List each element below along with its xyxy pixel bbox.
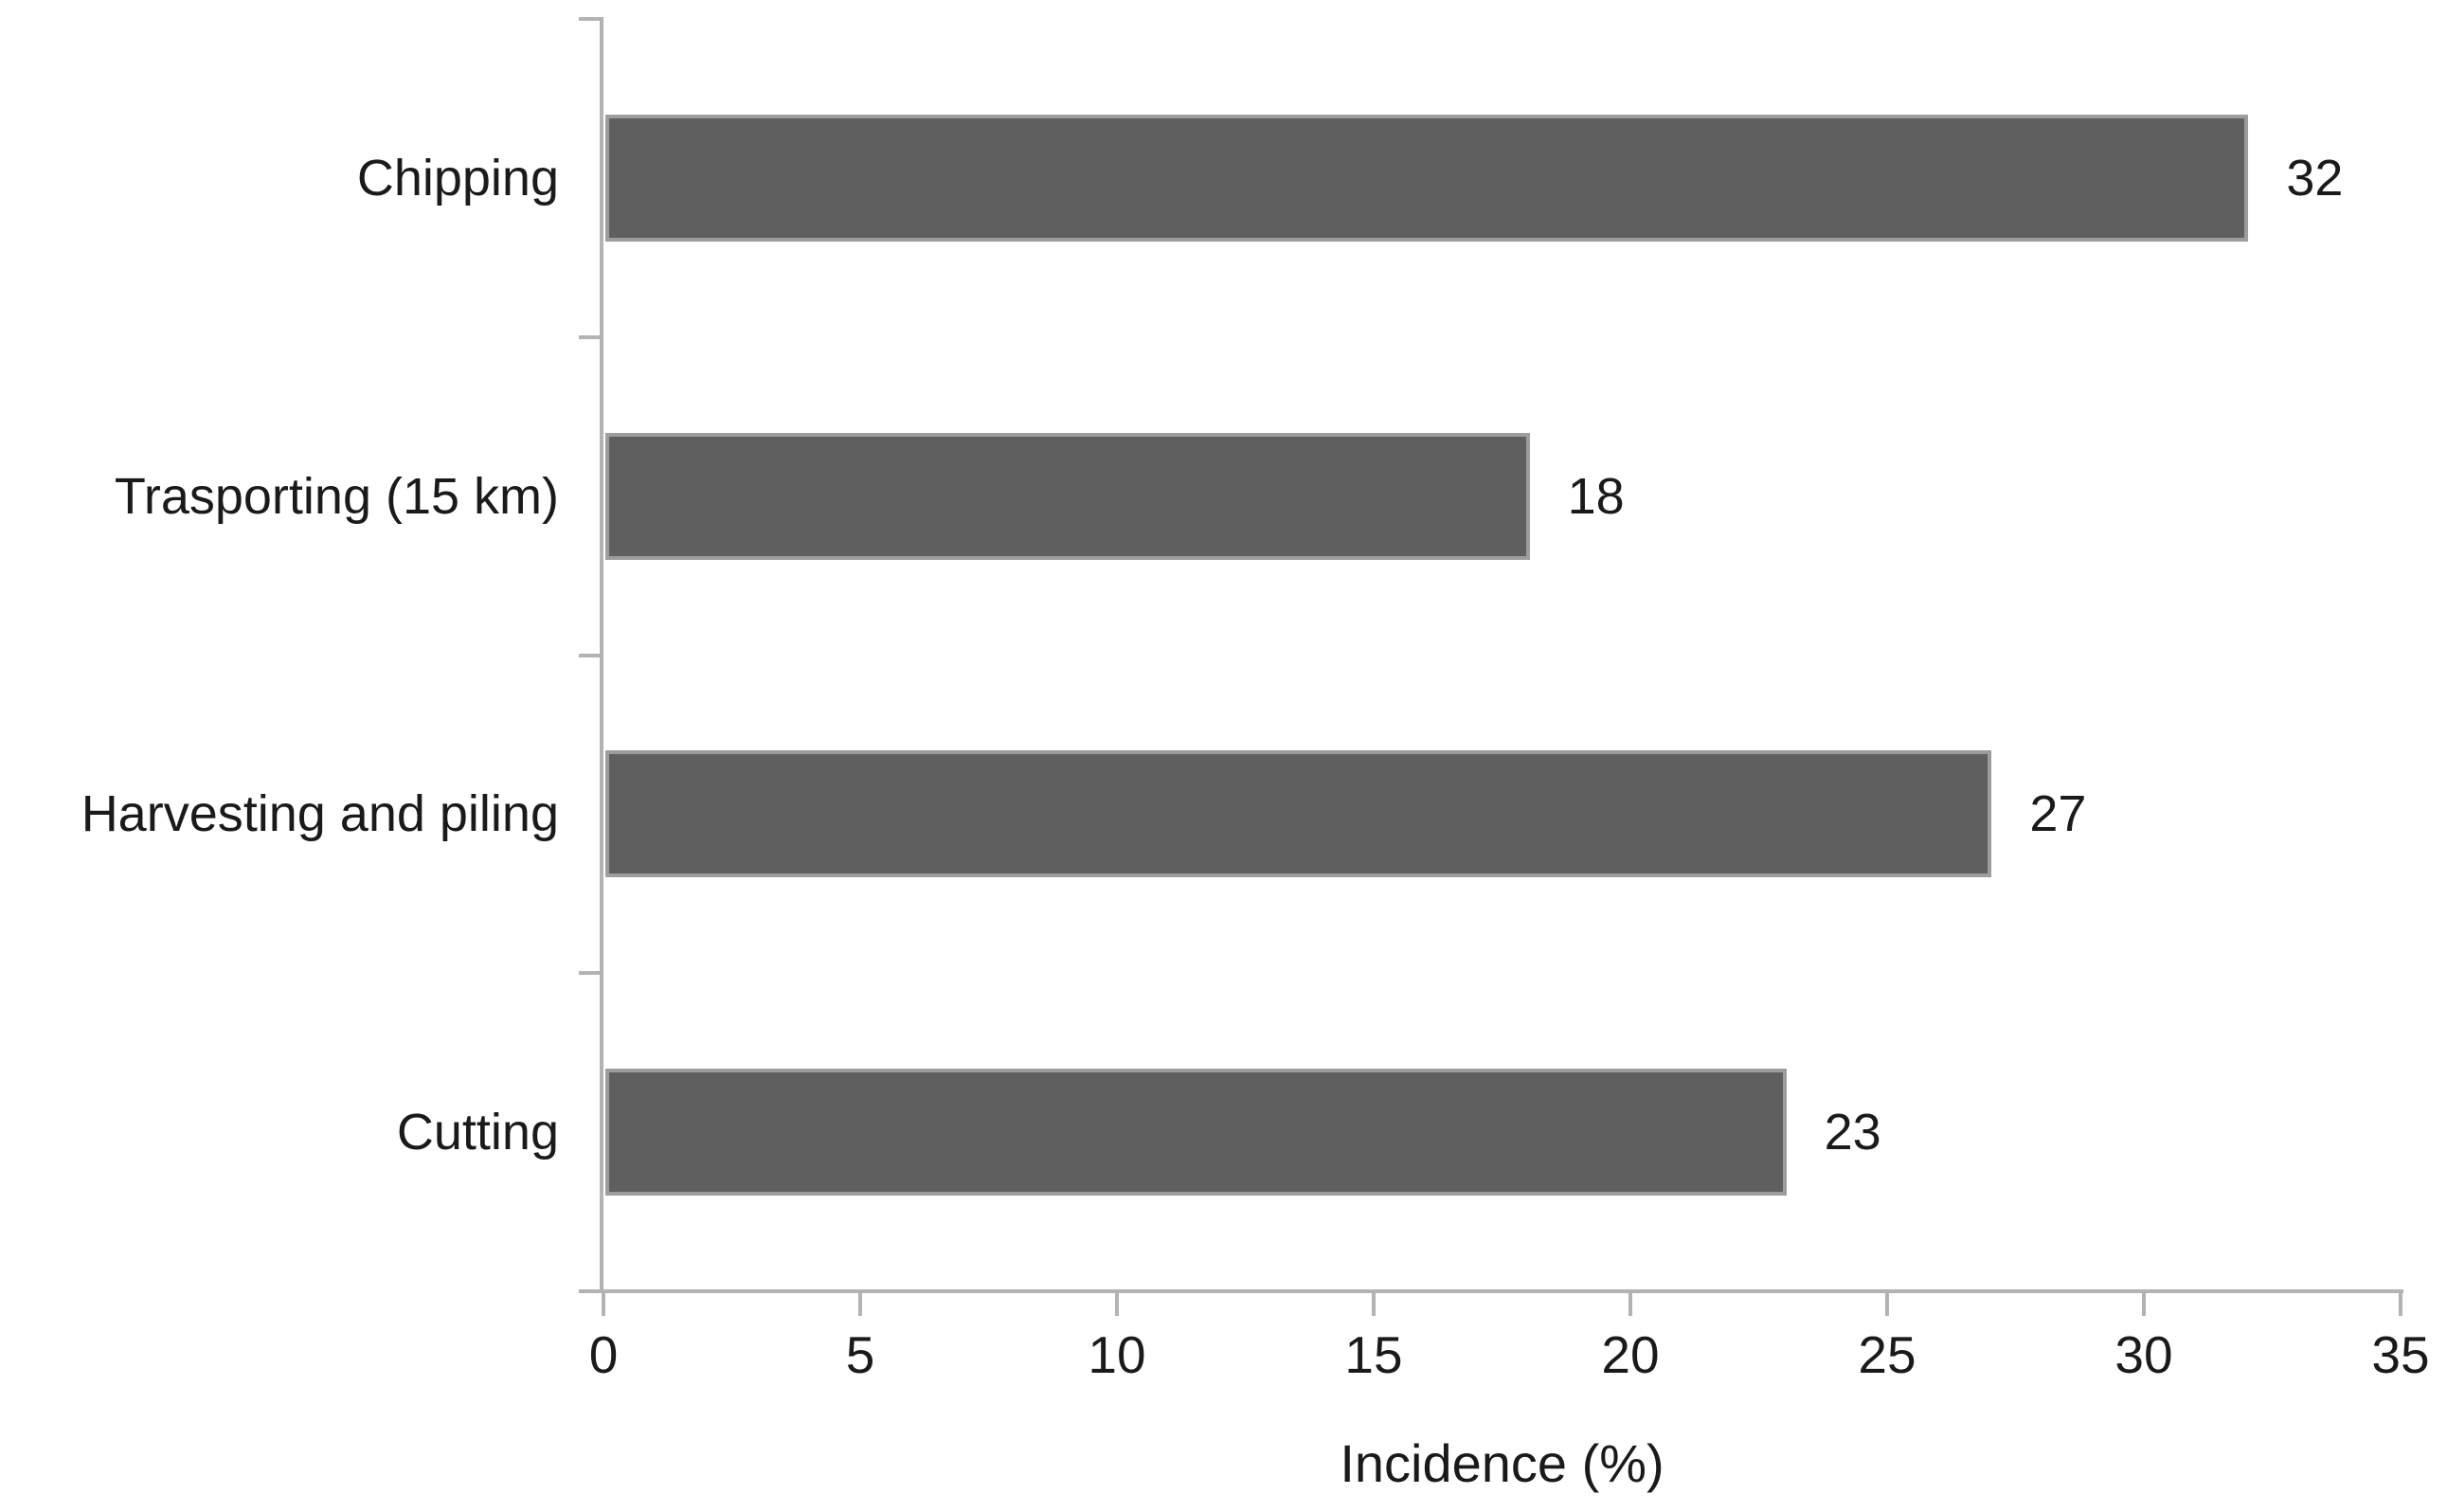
bar-value-label: 23: [1824, 1104, 1881, 1161]
x-tick: [1628, 1291, 1632, 1316]
bar-value-label: 27: [2029, 785, 2087, 843]
bar: [605, 114, 2249, 242]
x-tick: [2142, 1291, 2146, 1316]
category-label: Cutting: [396, 1104, 559, 1161]
x-tick-label: 20: [1601, 1325, 1660, 1384]
y-axis-tick: [579, 1289, 603, 1293]
category-label: Chipping: [356, 149, 559, 207]
bar: [605, 1069, 1787, 1197]
x-tick: [2399, 1291, 2402, 1316]
x-tick-label: 0: [588, 1325, 619, 1384]
x-axis-title: Incidence (%): [1340, 1433, 1664, 1493]
x-tick-label: 35: [2371, 1325, 2430, 1384]
x-tick: [602, 1291, 605, 1316]
x-tick-label: 15: [1344, 1325, 1403, 1384]
y-axis-tick: [579, 17, 603, 21]
x-tick: [1115, 1291, 1119, 1316]
category-label: Harvesting and piling: [81, 785, 559, 843]
x-tick-label: 10: [1088, 1325, 1146, 1384]
x-tick-label: 30: [2114, 1325, 2173, 1384]
x-tick-label: 25: [1858, 1325, 1916, 1384]
y-axis-tick: [579, 653, 603, 657]
bar: [605, 432, 1530, 560]
x-tick-label: 5: [845, 1325, 875, 1384]
x-axis-line: [579, 1289, 2403, 1293]
x-tick: [1372, 1291, 1376, 1316]
y-axis-tick: [579, 971, 603, 976]
bar: [605, 750, 1992, 878]
category-label: Trasporting (15 km): [114, 467, 559, 525]
bar-value-label: 18: [1567, 467, 1625, 525]
x-tick: [858, 1291, 862, 1316]
y-axis-tick: [579, 334, 603, 339]
x-tick: [1885, 1291, 1889, 1316]
bar-value-label: 32: [2286, 149, 2344, 207]
